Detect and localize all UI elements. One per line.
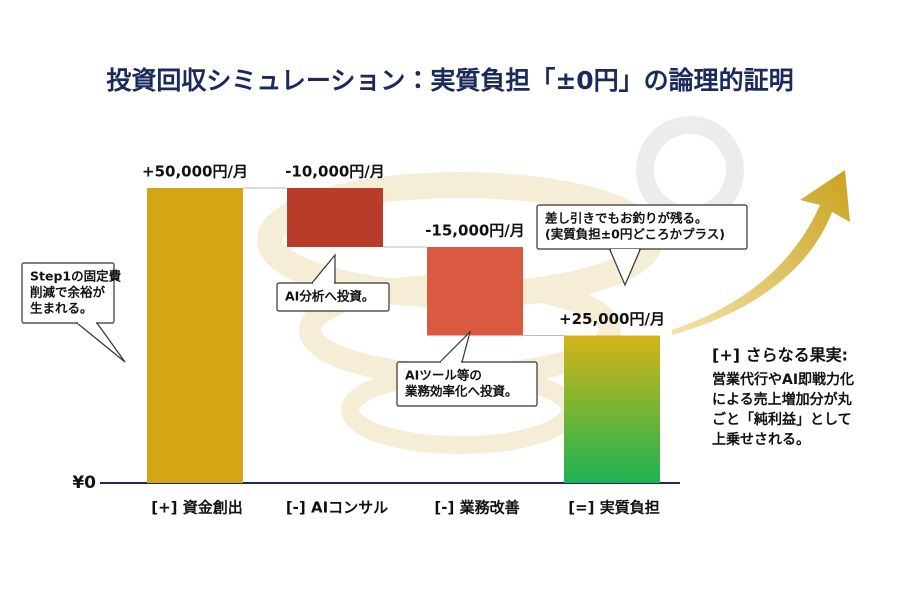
- value-label: -15,000円/月: [425, 222, 525, 240]
- chart-title: 投資回収シミュレーション：実質負担「±0円」の論理的証明: [106, 66, 793, 95]
- bar: [427, 247, 523, 336]
- value-label: +25,000円/月: [559, 310, 665, 328]
- callout-text: AIツール等の: [405, 368, 482, 383]
- callout-text: (実質負担±0円どころかプラス): [545, 227, 725, 242]
- callout-text: 業務効率化へ投資。: [404, 384, 518, 399]
- side-note-line: 上乗せされる。: [712, 431, 810, 448]
- callout-box: [21, 262, 115, 324]
- callout-text: 生まれる。: [30, 301, 93, 316]
- side-note-line: ごと「純利益」として: [712, 411, 852, 428]
- callout-text: Step1の固定費: [30, 269, 122, 284]
- growth-arrow: [672, 170, 850, 335]
- x-tick-label: [=] 実質負担: [568, 499, 660, 517]
- x-tick-label: [-] AIコンサル: [286, 499, 388, 517]
- callout: 差し引きでもお釣りが残る。(実質負担±0円どころかプラス): [536, 204, 748, 287]
- x-tick-label: [-] 業務改善: [434, 499, 519, 517]
- callout: AI分析へ投資。: [276, 253, 390, 312]
- bar: [287, 188, 383, 247]
- callout-text: AI分析へ投資。: [285, 289, 374, 304]
- bar: [564, 335, 660, 483]
- bar: [147, 188, 243, 483]
- callout-text: 削減で余裕が: [30, 285, 106, 300]
- callout-tail: [438, 329, 472, 363]
- callout-box: [396, 361, 538, 407]
- callout-tail: [75, 322, 126, 363]
- x-tick-label: [+] 資金創出: [151, 499, 243, 517]
- callout-box: [536, 204, 748, 250]
- value-label: -10,000円/月: [285, 163, 385, 181]
- y-tick-label: ¥0: [72, 473, 96, 493]
- side-note-heading: [+] さらなる果実:: [712, 346, 848, 365]
- side-note-line: による売上増加分が丸: [712, 391, 853, 408]
- value-label: +50,000円/月: [142, 163, 248, 181]
- callout-text: 差し引きでもお釣りが残る。: [545, 211, 708, 226]
- side-note-line: 営業代行やAI即戦力化: [712, 371, 854, 388]
